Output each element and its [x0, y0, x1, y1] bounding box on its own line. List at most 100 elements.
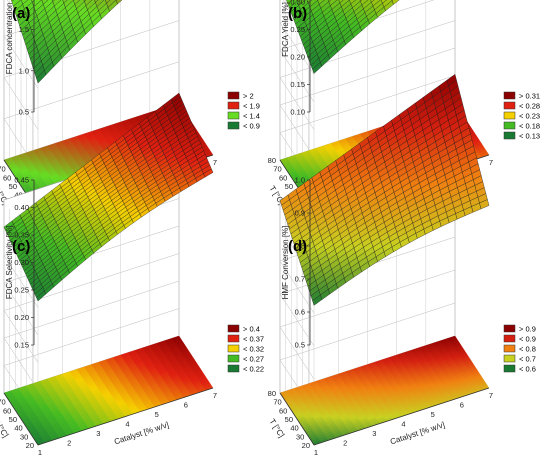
legend-swatch	[503, 101, 516, 110]
z-tick-label: 1.0	[295, 176, 305, 185]
surface-cell	[105, 0, 111, 4]
z-tick-label: 0.10	[290, 108, 305, 117]
surface-cell	[73, 0, 81, 5]
x-tick-label: 7	[489, 158, 493, 167]
z-tick-label: 0.20	[14, 313, 29, 322]
z-tick-label: 0.30	[14, 258, 29, 267]
x-tick-label: 7	[213, 158, 217, 167]
x-tick-label: 2	[343, 439, 347, 448]
z-tick-label: 0.5	[295, 341, 305, 350]
z-axis-label: FDCA Yield [%]	[281, 2, 290, 57]
surface-cell	[349, 0, 356, 5]
surface-cell	[21, 0, 29, 5]
legend-swatch	[227, 354, 240, 363]
floor-cell	[171, 335, 181, 341]
x-axis-line	[313, 387, 490, 446]
y-tick-label: 40	[290, 424, 298, 433]
x-tick-label: 1	[38, 448, 42, 457]
z-tick-label: 0.25	[290, 25, 305, 34]
legend-label: < 0.7	[519, 355, 536, 364]
legend-swatch	[503, 121, 516, 130]
legend-swatch	[227, 101, 240, 110]
floor-cell	[447, 335, 457, 341]
y-tick-label: 80	[268, 156, 276, 165]
x-tick-label: 6	[184, 401, 188, 410]
surface-mesh	[286, 0, 400, 74]
legend-label: > 0.9	[519, 325, 536, 334]
surface-cell	[203, 168, 214, 178]
y-axis-label: T [°C]	[0, 184, 10, 206]
legend-label: > 2	[243, 92, 254, 101]
z-tick-label: 0.40	[14, 203, 29, 212]
legend-swatch	[503, 364, 516, 373]
x-tick-label: 1	[314, 448, 318, 457]
y-tick-label: 50	[9, 415, 17, 424]
z-tick-label: 0.45	[14, 176, 29, 185]
z-tick-label: 0.6	[295, 308, 305, 317]
y-tick-label: 50	[285, 415, 293, 424]
x-tick-label: 4	[125, 420, 129, 429]
surface-mesh	[279, 74, 490, 306]
z-tick-label: 0.25	[14, 286, 29, 295]
z-tick-label: 0.8	[295, 242, 305, 251]
y-tick-label: 20	[26, 441, 34, 450]
legend-label: > 0.4	[243, 325, 260, 334]
y-tick-label: 60	[3, 406, 11, 415]
y-tick-label: 60	[279, 406, 287, 415]
y-tick-label: 20	[302, 441, 310, 450]
surface-cell	[479, 199, 490, 210]
y-tick-label: 40	[14, 424, 22, 433]
legend-swatch	[503, 334, 516, 343]
legend-label: < 0.22	[243, 365, 264, 374]
legend-swatch	[227, 121, 240, 130]
y-tick-label: 30	[296, 432, 304, 441]
legend-swatch	[227, 111, 240, 120]
legend-swatch	[503, 91, 516, 100]
x-tick-label: 5	[155, 410, 159, 419]
legend-swatch	[503, 131, 516, 140]
legend-label: < 0.23	[519, 112, 540, 121]
x-tick-label: 6	[460, 401, 464, 410]
y-axis-label: T [°C]	[267, 417, 286, 439]
y-tick-label: 70	[273, 398, 281, 407]
panel-d: 0.5 0.6 0.7 0.8 0.9 1.0 HMF Conversion [%] 1 2 3 4…	[267, 74, 536, 457]
legend-label: < 0.8	[519, 345, 536, 354]
legend-swatch	[503, 111, 516, 120]
legend-label: < 0.13	[519, 132, 540, 141]
x-axis-line	[37, 387, 214, 446]
legend-swatch	[227, 324, 240, 333]
z-tick-label: 0.5	[19, 108, 29, 117]
legend-label: < 0.18	[519, 122, 540, 131]
legend-swatch	[227, 344, 240, 353]
legend-label: < 0.9	[243, 122, 260, 131]
legend-label: < 0.9	[519, 335, 536, 344]
surface-cell	[62, 0, 68, 4]
legend-swatch	[503, 354, 516, 363]
z-axis-label: HMF Conversion [%]	[281, 226, 290, 300]
y-tick-label: 50	[9, 182, 17, 191]
x-tick-label: 2	[67, 439, 71, 448]
surface-cell	[286, 0, 293, 4]
panel-label: (d)	[288, 238, 307, 255]
panel-label: (b)	[288, 5, 307, 22]
y-tick-label: 60	[279, 173, 287, 182]
x-tick-label: 7	[213, 391, 217, 400]
legend-swatch	[503, 324, 516, 333]
y-tick-label: 70	[0, 165, 6, 174]
legend-label: < 0.32	[243, 345, 264, 354]
x-axis-label: Catalyst [% w/v]	[389, 420, 446, 446]
legend-label: < 0.37	[243, 335, 264, 344]
y-tick-label: 80	[268, 389, 276, 398]
x-tick-label: 4	[401, 420, 405, 429]
legend-swatch	[227, 364, 240, 373]
legend-label: < 0.27	[243, 355, 264, 364]
surface-cell	[391, 0, 400, 5]
legend-label: < 0.6	[519, 365, 536, 374]
surface-cell	[380, 0, 387, 4]
y-axis-line	[3, 392, 39, 446]
legend-swatch	[227, 334, 240, 343]
surface-cell	[41, 0, 49, 5]
z-tick-label: 0.20	[290, 53, 305, 62]
panel-label: (a)	[12, 5, 30, 22]
